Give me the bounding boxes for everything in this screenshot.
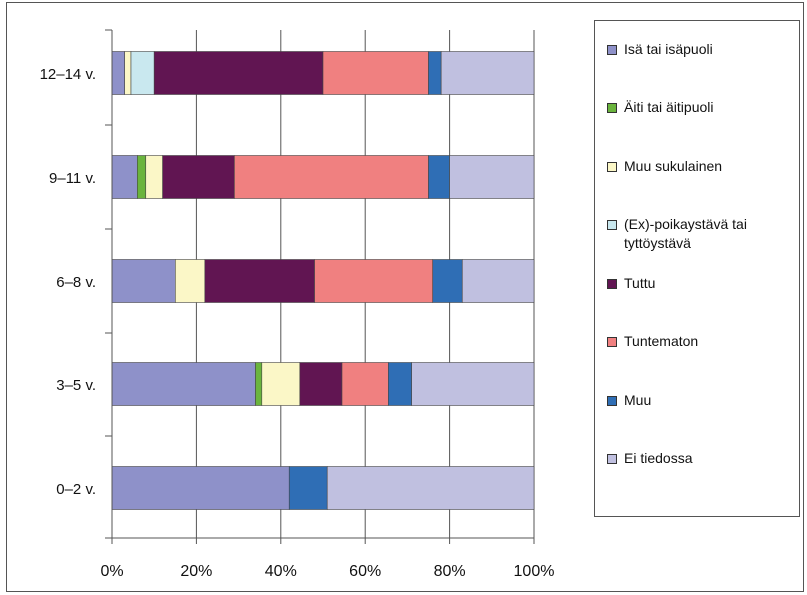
bar-segment (299, 362, 343, 406)
x-tick-label: 80% (434, 563, 466, 580)
legend-swatch (607, 103, 617, 113)
x-tick-label: 60% (349, 563, 381, 580)
bar-segment (234, 155, 429, 199)
bar-segment (145, 155, 163, 199)
bar-segment (341, 362, 389, 406)
chart-frame (6, 2, 804, 592)
x-tick-label: 20% (180, 563, 212, 580)
legend-swatch (607, 45, 617, 55)
legend-swatch (607, 162, 617, 172)
bar-segment (411, 362, 535, 406)
x-tick-label: 0% (100, 563, 123, 580)
legend-label: Äiti tai äitipuoli (624, 99, 714, 115)
legend-item: Tuttu (607, 274, 794, 293)
bar-segment (255, 362, 263, 406)
bar-segment (153, 51, 324, 95)
legend-label: Ei tiedossa (624, 450, 693, 466)
y-category-label: 6–8 v. (56, 274, 96, 291)
bar-segment (288, 466, 328, 510)
legend-swatch (607, 454, 617, 464)
y-category-label: 0–2 v. (56, 481, 96, 498)
bar-segment (326, 466, 535, 510)
legend-swatch (607, 279, 617, 289)
legend-item: Ei tiedossa (607, 449, 794, 468)
legend-label: Muu sukulainen (624, 158, 723, 174)
y-category-label: 12–14 v. (40, 66, 96, 83)
legend-item: Äiti tai äitipuoli (607, 98, 794, 117)
legend-swatch (607, 337, 617, 347)
legend-label: Tuttu (624, 275, 656, 291)
legend-item: Isä tai isäpuoli (607, 40, 794, 59)
bar-segment (111, 466, 290, 510)
bar-segment (111, 259, 176, 303)
bar-segment (204, 259, 315, 303)
legend-label: Tuntematon (624, 333, 699, 349)
legend-item: Muu (607, 391, 794, 410)
legend: Isä tai isäpuoli Äiti tai äitipuoli Muu su… (594, 20, 800, 517)
bar-segment (428, 155, 450, 199)
y-category-label: 3–5 v. (56, 377, 96, 394)
bar-segment (111, 362, 256, 406)
bar-segment (428, 51, 442, 95)
bar-segment (175, 259, 206, 303)
legend-label: Muu (624, 392, 652, 408)
bar-segment (432, 259, 463, 303)
bar-segment (111, 51, 125, 95)
legend-label: (Ex)-poikaystävä tai tyttöystävä (624, 216, 747, 251)
bar-segment (261, 362, 301, 406)
legend-item: (Ex)-poikaystävä tai tyttöystävä (607, 215, 794, 253)
bar-segment (124, 51, 132, 95)
bar-segment (137, 155, 147, 199)
bar-segment (388, 362, 412, 406)
axis-labels: 0% 20% 40% 60% 80% 100% 12–14 v. 9–11 v. 6–8 v. 3… (40, 66, 555, 580)
bar-segment (111, 155, 138, 199)
legend-item: Tuntematon (607, 332, 794, 351)
bar-segments (111, 51, 535, 510)
x-tick-label: 40% (265, 563, 297, 580)
y-category-label: 9–11 v. (49, 170, 96, 187)
bar-segment (130, 51, 155, 95)
bar-segment (162, 155, 235, 199)
legend-item: Muu sukulainen (607, 157, 794, 176)
axes (105, 29, 535, 544)
legend-swatch (607, 396, 617, 406)
bar-segment (314, 259, 434, 303)
legend-swatch (607, 220, 617, 230)
bar-segment (440, 51, 535, 95)
bar-segment (461, 259, 535, 303)
legend-label: Isä tai isäpuoli (624, 41, 713, 57)
bar-segment (449, 155, 535, 199)
bar-segment (322, 51, 429, 95)
x-tick-label: 100% (514, 563, 555, 580)
